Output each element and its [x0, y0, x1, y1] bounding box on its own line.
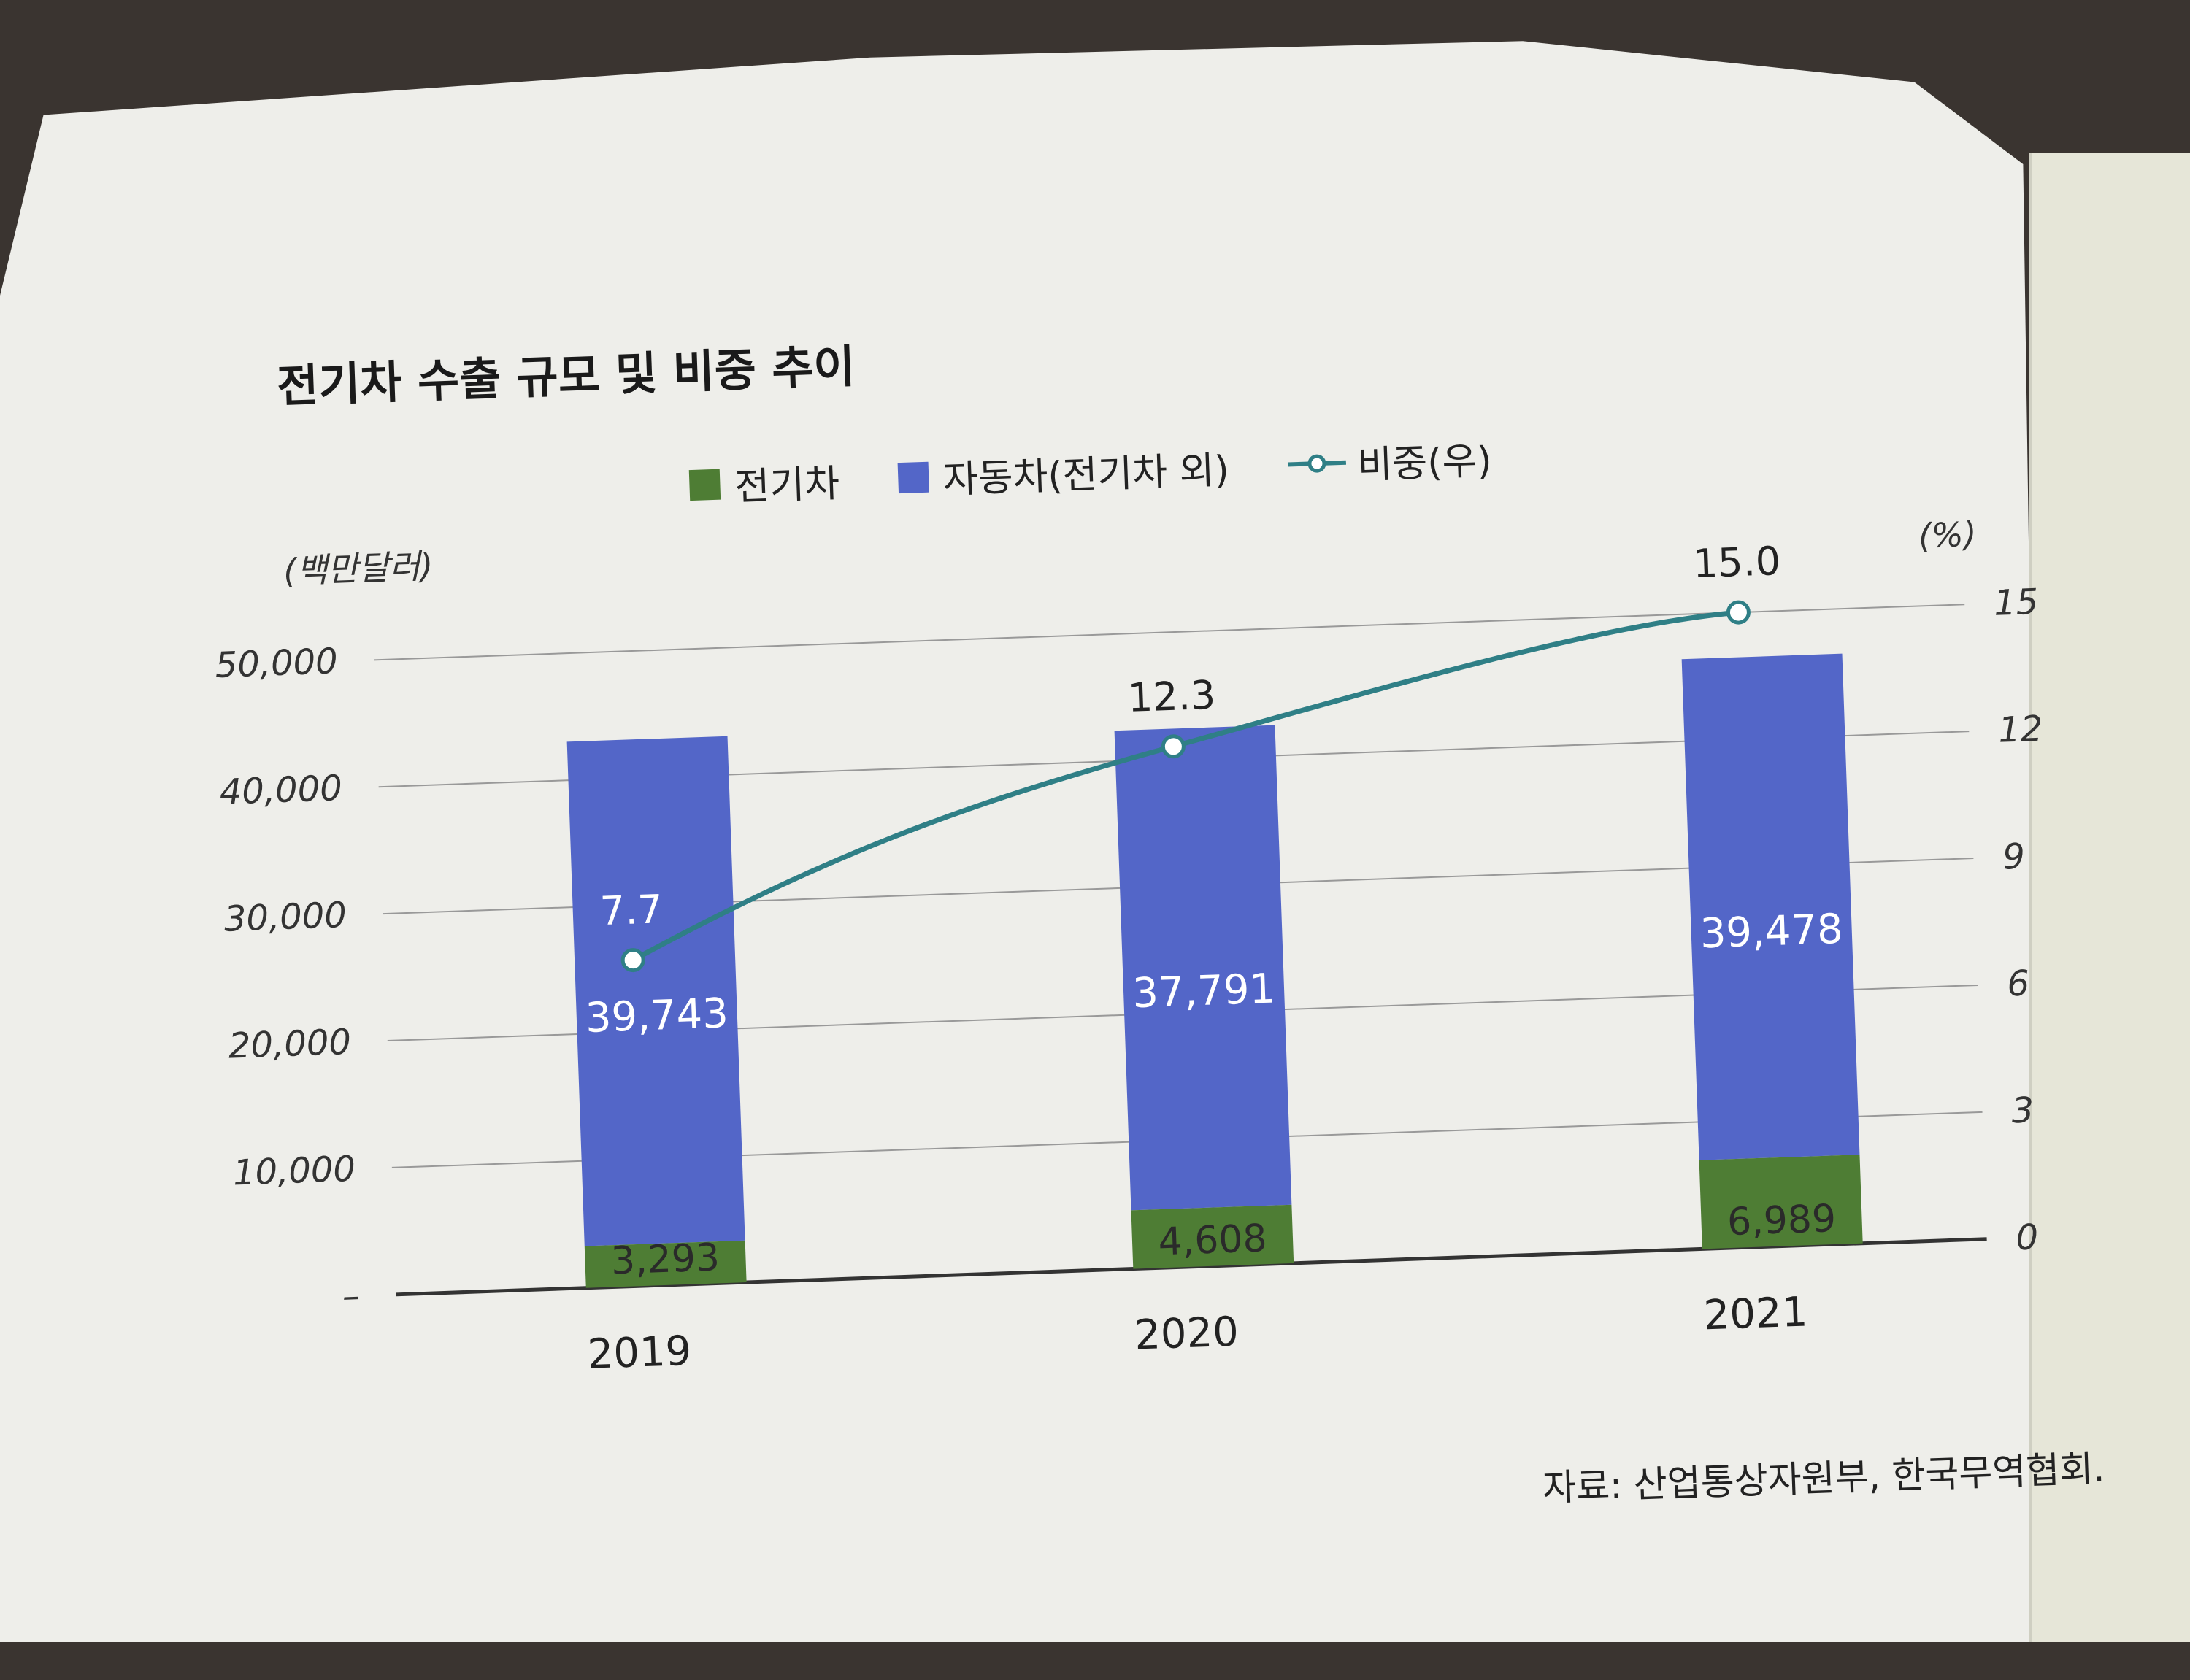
y-tick-label-right: 3 [2011, 1090, 2035, 1131]
bar-car-2019 [566, 736, 745, 1246]
data-label-car-2019: 39,743 [585, 990, 729, 1042]
y-tick-label-right: 6 [2006, 963, 2029, 1004]
x-tick-label-2021: 2021 [1703, 1288, 1809, 1339]
legend: 전기차 자동차(전기차 외) 비중(우) [688, 428, 1551, 512]
data-label-ev-2021: 6,989 [1726, 1197, 1837, 1244]
y-tick-label-right: 0 [2016, 1217, 2039, 1258]
bar-car-2021 [1681, 653, 1860, 1160]
bar-ev-2019 [584, 1240, 747, 1288]
y-tick-label-left: 20,000 [228, 1022, 352, 1067]
data-label-car-2020: 37,791 [1132, 965, 1276, 1017]
data-label-ev-2020: 4,608 [1158, 1217, 1268, 1264]
data-label-car-2021: 39,478 [1699, 906, 1844, 958]
x-tick-label-2020: 2020 [1134, 1309, 1240, 1360]
data-label-share-2020: 12.3 [1127, 672, 1216, 721]
point-share-2020 [1161, 734, 1186, 759]
point-share-2019 [620, 948, 645, 973]
y-tick-label-right: 9 [2002, 836, 2025, 878]
y-tick-label-left: 50,000 [215, 641, 339, 686]
data-label-share-2021: 15.0 [1692, 538, 1781, 587]
x-tick-label-2019: 2019 [587, 1328, 693, 1379]
y-tick-label-left: 10,000 [232, 1149, 356, 1194]
next-page-edge [2029, 153, 2190, 1642]
legend-line-marker-icon [1287, 454, 1346, 473]
y-tick-label-left: – [342, 1276, 361, 1317]
data-label-ev-2019: 3,293 [610, 1236, 721, 1283]
y-axis-label-left: (백만달러) [283, 546, 434, 590]
y-tick-label-left: 30,000 [223, 895, 347, 940]
bar-ev-2021 [1699, 1155, 1863, 1249]
legend-item-share: 비중(우) [1286, 430, 1493, 492]
bar-ev-2020 [1131, 1204, 1294, 1269]
y-tick-label-right: 12 [1997, 709, 2043, 751]
y-tick-label-right: 15 [1993, 582, 2039, 624]
y-tick-label-left: 40,000 [219, 768, 343, 813]
point-share-2021 [1726, 600, 1751, 625]
bar-car-2020 [1114, 725, 1292, 1211]
gridline [374, 604, 1965, 661]
data-label-share-2019: 7.7 [599, 886, 664, 934]
y-axis-label-right: (%) [1918, 515, 1977, 556]
